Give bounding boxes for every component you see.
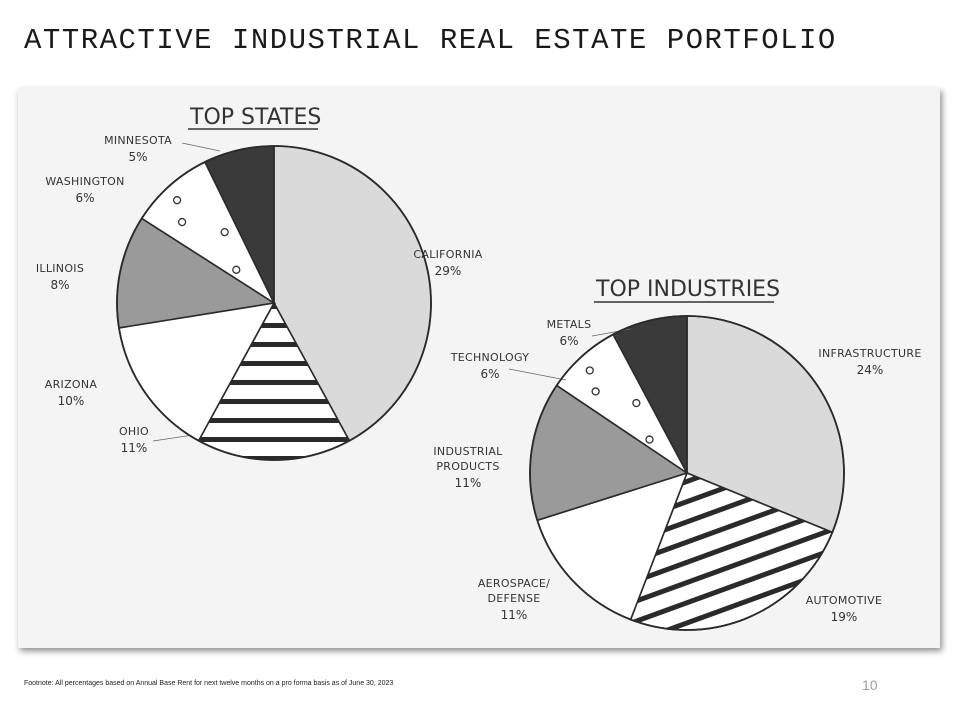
slice-label-name: WASHINGTON — [45, 175, 124, 188]
slice-label-name: DEFENSE — [488, 592, 541, 605]
pie-outline — [529, 315, 845, 631]
slice-label-value: 6% — [75, 191, 94, 205]
slice-dot-marker — [645, 435, 654, 444]
slice-label-name: INDUSTRIAL — [433, 445, 503, 458]
pie-outline — [116, 145, 432, 461]
pie-chart-1: TOP STATES CALIFORNIA 29% OHIO 11% ARIZONA 10%… — [36, 105, 482, 461]
slice-dot-marker — [232, 265, 241, 274]
slide-title: ATTRACTIVE INDUSTRIAL REAL ESTATE PORTFO… — [24, 24, 837, 57]
page-number: 10 — [862, 677, 878, 693]
slice-label-name: METALS — [547, 318, 592, 331]
slice-label-name: INFRASTRUCTURE — [818, 347, 921, 360]
pie-charts: TOP STATES CALIFORNIA 29% OHIO 11% ARIZONA 10%… — [36, 105, 921, 631]
slice-dot-marker — [172, 196, 182, 205]
slice-label-name: ARIZONA — [45, 378, 98, 391]
slice-label-value: 11% — [501, 608, 528, 622]
slice-label-metals: METALS 6% — [547, 318, 632, 348]
slice-label-name: CALIFORNIA — [413, 248, 482, 261]
slice-label-arizona: ARIZONA 10% — [45, 378, 98, 408]
slice-label-name: TECHNOLOGY — [450, 351, 530, 364]
slice-label-name: AEROSPACE/ — [478, 577, 550, 590]
slice-label-value: 19% — [831, 610, 858, 624]
slice-label-automotive: AUTOMOTIVE 19% — [806, 594, 883, 624]
slice-label-value: 8% — [50, 278, 69, 292]
slice-label-technology: TECHNOLOGY 6% — [450, 351, 567, 381]
slice-label-name: MINNESOTA — [104, 134, 172, 147]
chart-panel: TOP STATES CALIFORNIA 29% OHIO 11% ARIZONA 10%… — [18, 88, 940, 648]
slice-label-value: 11% — [455, 476, 482, 490]
slice-label-value: 10% — [58, 394, 85, 408]
slice-dot-marker — [585, 366, 594, 375]
slice-label-industrial-products: INDUSTRIAL PRODUCTS 11% — [433, 445, 503, 490]
leader-line — [181, 142, 221, 152]
slice-dot-marker — [220, 227, 229, 237]
slice-dot-marker — [177, 217, 187, 227]
slice-label-california: CALIFORNIA 29% — [413, 248, 482, 278]
slice-dot-marker — [591, 387, 600, 396]
slice-label-infrastructure: INFRASTRUCTURE 24% — [818, 347, 921, 377]
slice-label-value: 24% — [857, 363, 884, 377]
slice-label-value: 6% — [480, 367, 499, 381]
footnote: Footnote: All percentages based on Annua… — [24, 680, 394, 687]
slice-label-ohio: OHIO 11% — [119, 425, 194, 455]
leader-line — [591, 328, 632, 337]
slice-label-name: AUTOMOTIVE — [806, 594, 883, 607]
leader-line — [508, 368, 567, 381]
leader-line — [152, 434, 194, 442]
slice-label-name: ILLINOIS — [36, 262, 84, 275]
slice-label-aerospace-defense: AEROSPACE/DEFENSE 11% — [478, 577, 550, 622]
slice-label-value: 6% — [559, 334, 578, 348]
slice-label-value: 5% — [128, 150, 147, 164]
slice-label-washington: WASHINGTON 6% — [45, 175, 124, 205]
slice-label-minnesota: MINNESOTA 5% — [104, 134, 221, 164]
pie-chart-2: TOP INDUSTRIES INFRASTRUCTURE 24% AUTOMOTIV… — [433, 277, 921, 631]
slice-dot-marker — [632, 398, 641, 408]
slice-label-name: OHIO — [119, 425, 149, 438]
slice-label-value: 11% — [121, 441, 148, 455]
chart-title: TOP STATES — [189, 105, 321, 130]
chart-title: TOP INDUSTRIES — [595, 277, 780, 302]
slice-label-name: PRODUCTS — [436, 460, 499, 473]
slice-label-value: 29% — [435, 264, 462, 278]
slice-label-illinois: ILLINOIS 8% — [36, 262, 84, 292]
